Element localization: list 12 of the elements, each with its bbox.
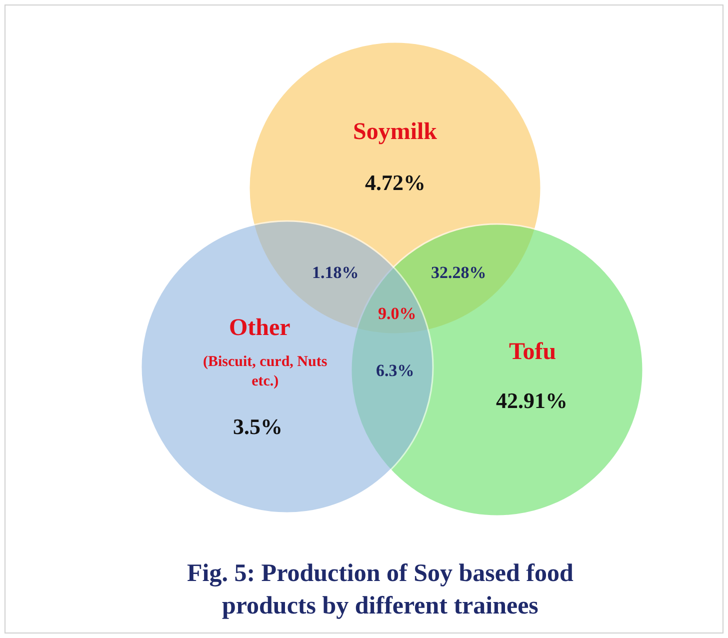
- text: 32.28%: [431, 263, 486, 282]
- category-label: Tofu: [509, 339, 556, 365]
- text: 9.0%: [378, 304, 416, 323]
- data-label: 42.91%: [496, 388, 568, 413]
- text: 6.3%: [376, 361, 414, 380]
- text: 1.18%: [312, 263, 359, 282]
- category-label: Other: [229, 315, 291, 341]
- text: (Biscuit, curd, Nuts etc.): [203, 354, 328, 390]
- text: Fig. 5: Production of Soy based food products by different trainees: [187, 560, 574, 620]
- data-label: 3.5%: [233, 414, 282, 439]
- data-label: 4.72%: [365, 170, 426, 195]
- category-label: Soymilk: [353, 119, 438, 145]
